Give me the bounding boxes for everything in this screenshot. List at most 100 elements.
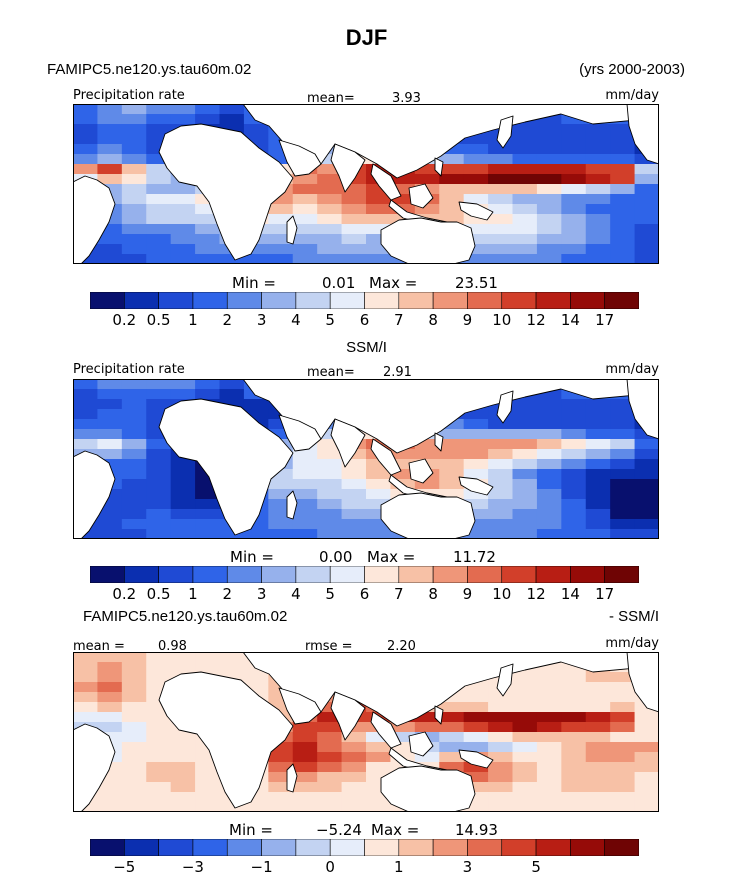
data-cell	[170, 772, 196, 783]
data-cell	[121, 742, 147, 753]
data-cell	[170, 802, 196, 812]
data-cell	[585, 742, 611, 753]
data-cell	[243, 124, 269, 135]
data-cell	[585, 449, 611, 460]
south-america-land	[73, 175, 116, 264]
data-cell	[488, 449, 514, 460]
data-cell	[463, 742, 489, 753]
south-america-land	[73, 723, 116, 812]
panel3-map	[73, 652, 659, 812]
new-guinea-land	[458, 749, 494, 769]
data-cell	[73, 409, 99, 420]
data-cell	[292, 449, 318, 460]
data-cell	[292, 742, 318, 753]
panel2-colorbar	[89, 565, 640, 584]
colorbar-swatch	[604, 838, 640, 857]
data-cell	[292, 244, 318, 255]
data-cell	[170, 459, 196, 470]
colorbar-tick-label: 5	[325, 585, 335, 603]
data-cell	[512, 682, 538, 693]
data-cell	[97, 254, 123, 264]
data-cell	[121, 662, 147, 673]
south-america-land	[73, 450, 116, 539]
data-cell	[585, 224, 611, 235]
data-cell	[97, 792, 123, 803]
data-cell	[268, 244, 294, 255]
data-cell	[268, 254, 294, 264]
data-cell	[634, 254, 659, 264]
data-cell	[585, 802, 611, 812]
data-cell	[536, 752, 562, 763]
data-cell	[585, 672, 611, 683]
data-cell	[585, 419, 611, 430]
data-cell	[488, 489, 514, 500]
data-cell	[585, 124, 611, 135]
data-cell	[439, 439, 465, 450]
data-cell	[463, 469, 489, 480]
data-cell	[439, 174, 465, 185]
data-cell	[195, 782, 221, 793]
data-cell	[317, 792, 343, 803]
data-cell	[585, 134, 611, 145]
data-cell	[317, 469, 343, 480]
data-cell	[463, 682, 489, 693]
colorbar-swatch	[432, 291, 468, 310]
panel1-left-label: Precipitation rate	[73, 88, 185, 103]
data-cell	[317, 702, 343, 713]
data-cell	[634, 469, 659, 480]
data-cell	[536, 499, 562, 510]
data-cell	[292, 499, 318, 510]
data-cell	[634, 732, 659, 743]
data-cell	[366, 509, 392, 520]
colorbar-swatch	[467, 291, 503, 310]
data-cell	[341, 752, 367, 763]
data-cell	[170, 782, 196, 793]
data-cell	[121, 154, 147, 165]
data-cell	[610, 214, 636, 225]
data-cell	[170, 389, 196, 400]
colorbar-tick-label: 0	[325, 858, 335, 876]
data-cell	[97, 702, 123, 713]
philippines-land	[434, 705, 444, 725]
data-cell	[610, 144, 636, 155]
data-cell	[317, 174, 343, 185]
data-cell	[268, 802, 294, 812]
data-cell	[610, 164, 636, 175]
data-cell	[366, 752, 392, 763]
data-cell	[634, 792, 659, 803]
data-cell	[170, 254, 196, 264]
data-cell	[121, 499, 147, 510]
data-cell	[512, 194, 538, 205]
borneo-land	[408, 183, 434, 209]
data-cell	[439, 692, 465, 703]
data-cell	[219, 114, 245, 125]
data-cell	[268, 234, 294, 245]
data-cell	[463, 702, 489, 713]
data-cell	[536, 692, 562, 703]
data-cell	[634, 489, 659, 500]
data-cell	[585, 144, 611, 155]
data-cell	[317, 439, 343, 450]
africa-land	[158, 123, 294, 261]
data-cell	[268, 194, 294, 205]
data-cell	[585, 702, 611, 713]
data-cell	[146, 419, 172, 430]
data-cell	[195, 509, 221, 520]
panel1-map	[73, 104, 659, 264]
data-cell	[97, 134, 123, 145]
data-cell	[390, 184, 416, 195]
data-cell	[292, 732, 318, 743]
data-cell	[292, 254, 318, 264]
data-cell	[121, 409, 147, 420]
data-cell	[634, 712, 659, 723]
data-cell	[268, 742, 294, 753]
data-cell	[585, 509, 611, 520]
data-cell	[97, 519, 123, 530]
data-cell	[268, 419, 294, 430]
data-cell	[561, 752, 587, 763]
data-cell	[561, 662, 587, 673]
data-cell	[463, 732, 489, 743]
data-cell	[170, 499, 196, 510]
data-cell	[585, 722, 611, 733]
data-cell	[634, 762, 659, 773]
